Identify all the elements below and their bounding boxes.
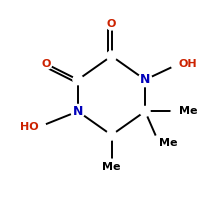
Circle shape — [138, 73, 152, 87]
Circle shape — [41, 58, 52, 69]
Circle shape — [106, 19, 117, 30]
Circle shape — [107, 51, 116, 61]
Circle shape — [171, 57, 186, 71]
Circle shape — [171, 104, 186, 119]
Text: Me: Me — [179, 106, 197, 116]
Text: HO: HO — [20, 122, 38, 132]
Circle shape — [31, 120, 46, 135]
Circle shape — [73, 75, 83, 85]
Text: OH: OH — [179, 59, 197, 69]
Circle shape — [151, 136, 166, 150]
Text: N: N — [73, 105, 83, 118]
Circle shape — [140, 106, 150, 116]
Text: N: N — [140, 73, 150, 86]
Circle shape — [104, 159, 119, 174]
Text: O: O — [42, 59, 51, 69]
Circle shape — [71, 104, 85, 118]
Text: O: O — [107, 20, 116, 29]
Text: Me: Me — [102, 162, 121, 172]
Circle shape — [107, 130, 116, 140]
Text: Me: Me — [159, 138, 178, 148]
